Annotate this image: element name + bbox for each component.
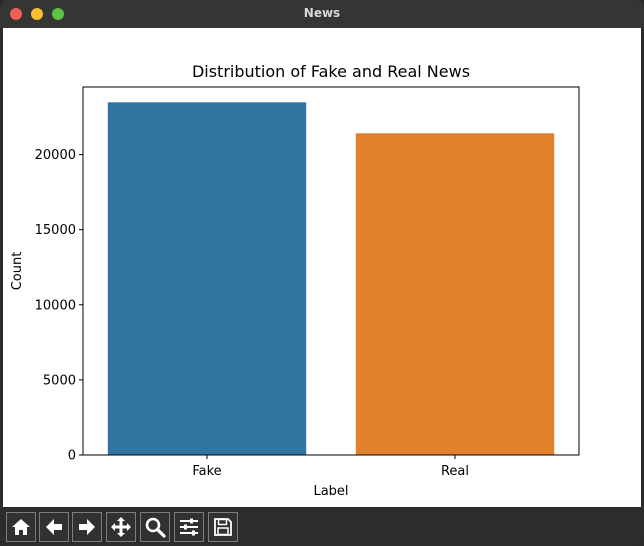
bar-chart: Distribution of Fake and Real News 0 5000…: [10, 62, 580, 499]
window-title: News: [303, 6, 341, 20]
navigation-toolbar: [0, 507, 644, 546]
bar-real: [355, 133, 555, 455]
home-icon: [12, 519, 30, 535]
y-tick-label: 10000: [35, 298, 76, 313]
configure-subplots-icon: [180, 518, 198, 536]
close-window-button[interactable]: [10, 8, 22, 20]
minimize-window-button[interactable]: [31, 8, 43, 20]
x-axis-label: Label: [313, 484, 348, 499]
back-arrow-icon: [46, 519, 62, 535]
chart-title: Distribution of Fake and Real News: [192, 62, 470, 81]
pan-move-icon: [111, 517, 131, 537]
forward-button[interactable]: [72, 512, 102, 542]
y-tick-label: 0: [68, 449, 76, 464]
plot-frame: [82, 86, 580, 456]
zoom-button[interactable]: [140, 512, 170, 542]
x-tick-label: Real: [441, 464, 469, 479]
zoom-magnifier-icon: [145, 517, 166, 538]
y-axis-label: Count: [10, 252, 25, 291]
y-tick-label: 20000: [35, 148, 76, 163]
save-figure-icon: [214, 518, 232, 536]
x-tick-label: Fake: [192, 464, 221, 479]
figure-canvas: Distribution of Fake and Real News 0 5000…: [3, 28, 641, 507]
save-button[interactable]: [208, 512, 238, 542]
forward-arrow-icon: [79, 519, 95, 535]
home-button[interactable]: [6, 512, 36, 542]
zoom-window-button[interactable]: [52, 8, 64, 20]
y-tick-label: 15000: [35, 223, 76, 238]
y-tick-label: 5000: [43, 373, 76, 388]
configure-subplots-button[interactable]: [174, 512, 204, 542]
title-bar: News: [0, 0, 644, 28]
pan-button[interactable]: [106, 512, 136, 542]
bar-fake: [107, 102, 307, 456]
back-button[interactable]: [39, 512, 69, 542]
